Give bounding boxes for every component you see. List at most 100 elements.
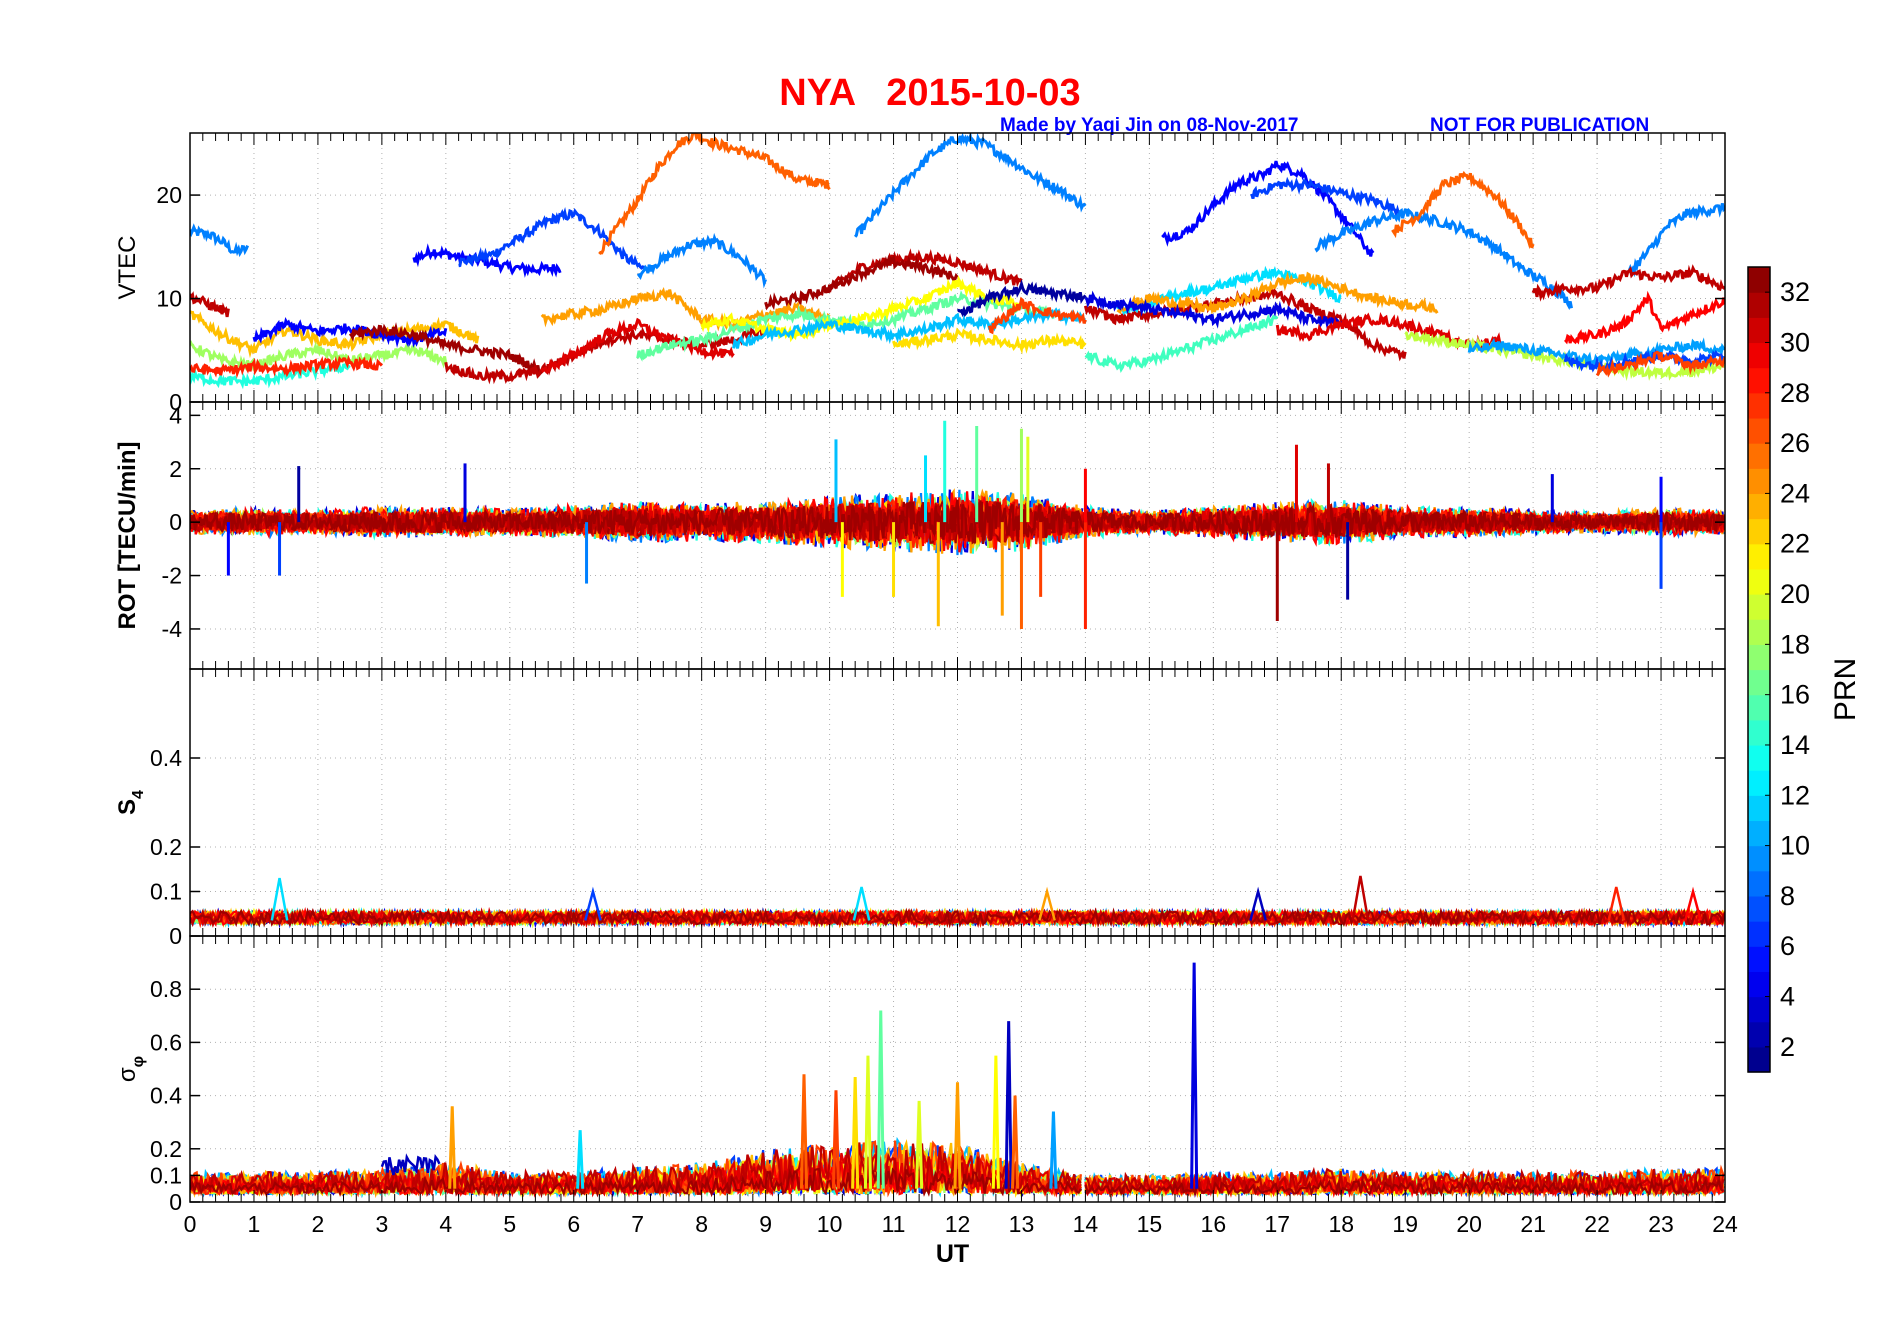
- colorbar-segment: [1748, 568, 1770, 595]
- colorbar-segment: [1748, 518, 1770, 545]
- chart-title: NYA 2015-10-03: [779, 72, 1080, 114]
- s4-spike: [1684, 886, 1702, 921]
- panel-ROT: -4 -2 0 2 4 ROT [TECU/min]: [114, 401, 1726, 670]
- colorbar-segment: [1748, 417, 1770, 444]
- colorbar-segment: [1748, 543, 1770, 570]
- colorbar-segment: [1748, 845, 1770, 872]
- data-layer: [190, 133, 1725, 390]
- series-prn-14: [190, 360, 351, 390]
- colorbar-segment: [1748, 694, 1770, 721]
- series-prn-27: [988, 296, 1087, 335]
- s4-spike: [1607, 886, 1626, 921]
- x-tick-label: 21: [1520, 1211, 1546, 1237]
- series-prn-18: [190, 340, 448, 372]
- colorbar-segment: [1748, 367, 1770, 394]
- panel-S4: 0 0.1 0.2 0.4S4: [114, 668, 1726, 949]
- series-prn-31: [444, 323, 767, 385]
- series-prn-29: [1564, 290, 1725, 346]
- colorbar-segment: [1748, 996, 1770, 1023]
- sigma-spike: [915, 1100, 924, 1189]
- colorbar-tick-label: 6: [1780, 931, 1795, 961]
- sigma-spike: [799, 1074, 809, 1189]
- panel-VTEC: 0 10 20 VTEC: [114, 132, 1726, 415]
- colorbar-segment: [1748, 921, 1770, 947]
- sigma-spike: [1049, 1111, 1058, 1189]
- colorbar-segment: [1748, 594, 1770, 620]
- series-prn-26: [598, 133, 831, 255]
- y-tick-label: -4: [162, 616, 183, 642]
- colorbar-tick-label: 22: [1780, 529, 1810, 559]
- x-tick-label: 4: [439, 1211, 452, 1237]
- series-prn-2: [956, 279, 1087, 318]
- y-tick-label: 0: [169, 509, 182, 535]
- colorbar-tick-label: 32: [1780, 277, 1810, 307]
- colorbar-segment: [1748, 1046, 1770, 1073]
- colorbar-segment: [1748, 744, 1770, 771]
- x-axis: 0 1 2 3 4 5 6 7 8 9 10 11 12 13 14 15 16 17 18 19 20 21 22 23 24…: [184, 1211, 1738, 1268]
- grid: [190, 669, 1725, 937]
- x-tick-label: 0: [184, 1211, 197, 1237]
- chart-notice: NOT FOR PUBLICATION: [1430, 115, 1649, 136]
- y-tick-label: 0: [169, 389, 182, 415]
- sigma-spike: [863, 1055, 873, 1189]
- y-tick-label: -2: [162, 563, 182, 589]
- y-tick-label: 0.6: [150, 1029, 182, 1055]
- data-layer: [190, 962, 1725, 1199]
- y-tick-label: 0.1: [150, 1162, 182, 1188]
- sigma-trace-prn-32: [190, 1167, 1082, 1199]
- colorbar-tick-label: 2: [1780, 1032, 1795, 1062]
- x-tick-label: 16: [1201, 1211, 1227, 1237]
- grid: [190, 133, 1725, 403]
- data-layer: [190, 420, 1725, 629]
- x-tick-label: 3: [375, 1211, 388, 1237]
- y-tick-label: 0.4: [150, 745, 182, 771]
- y-tick-label: 0.2: [150, 1136, 182, 1162]
- series-prn-9: [1314, 207, 1573, 311]
- x-tick-label: 13: [1009, 1211, 1035, 1237]
- sigma-spike: [1190, 962, 1199, 1189]
- x-tick-label: 11: [882, 1211, 906, 1237]
- series-prn-15: [1084, 313, 1279, 374]
- sigma-spike: [953, 1082, 962, 1189]
- s4-spike: [584, 886, 602, 921]
- colorbar-segment: [1748, 719, 1770, 746]
- sigma-spike: [831, 1090, 841, 1189]
- x-tick-label: 2: [312, 1211, 325, 1237]
- colorbar-tick-label: 28: [1780, 378, 1810, 408]
- sigma-trace-prn-3: [380, 1153, 441, 1176]
- x-tick-label: 6: [567, 1211, 580, 1237]
- y-tick-label: 2: [169, 456, 182, 482]
- colorbar-frame: [1747, 266, 1771, 1073]
- colorbar-tick-label: 4: [1780, 982, 1795, 1012]
- colorbar-tick-label: 8: [1780, 881, 1795, 911]
- x-tick-label: 24: [1712, 1211, 1738, 1237]
- x-tick-label: 17: [1264, 1211, 1290, 1237]
- chart-credit: Made by Yaqi Jin on 08-Nov-2017: [1000, 115, 1298, 136]
- x-tick-label: 8: [695, 1211, 708, 1237]
- s4-spike: [852, 886, 871, 921]
- series-prn-9: [1627, 203, 1725, 278]
- sigma-spike: [876, 1010, 885, 1189]
- colorbar-tick-label: 12: [1780, 780, 1810, 810]
- series-prn-28: [190, 354, 383, 379]
- series-prn-5: [252, 317, 448, 348]
- minor-ticks: [189, 402, 1726, 669]
- x-tick-label: 9: [759, 1211, 772, 1237]
- sigma-spike: [576, 1130, 585, 1189]
- colorbar-segment: [1748, 392, 1770, 419]
- s4-spike: [1249, 886, 1267, 921]
- x-axis-label: UT: [936, 1240, 969, 1268]
- y-tick-label: 4: [169, 402, 182, 428]
- colorbar-segment: [1748, 669, 1770, 696]
- sigma-spike: [1004, 1021, 1013, 1189]
- colorbar-segment: [1748, 468, 1770, 495]
- colorbar-segment: [1748, 493, 1770, 520]
- x-tick-label: 1: [248, 1211, 261, 1237]
- series-prn-22: [892, 327, 1087, 355]
- colorbar-segment: [1748, 946, 1770, 972]
- x-tick-label: 5: [503, 1211, 516, 1237]
- y-axis-label: VTEC: [114, 235, 141, 299]
